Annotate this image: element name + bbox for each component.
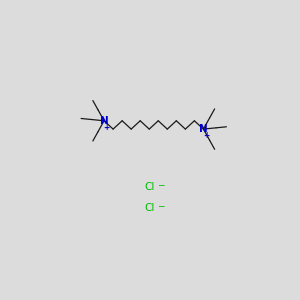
Text: −: − [158, 201, 165, 210]
Text: +: + [104, 123, 110, 132]
Text: Cl: Cl [145, 182, 155, 192]
Text: Cl: Cl [145, 203, 155, 213]
Text: +: + [203, 131, 209, 140]
Text: N: N [100, 116, 109, 126]
Text: N: N [199, 124, 208, 134]
Text: −: − [158, 180, 165, 189]
